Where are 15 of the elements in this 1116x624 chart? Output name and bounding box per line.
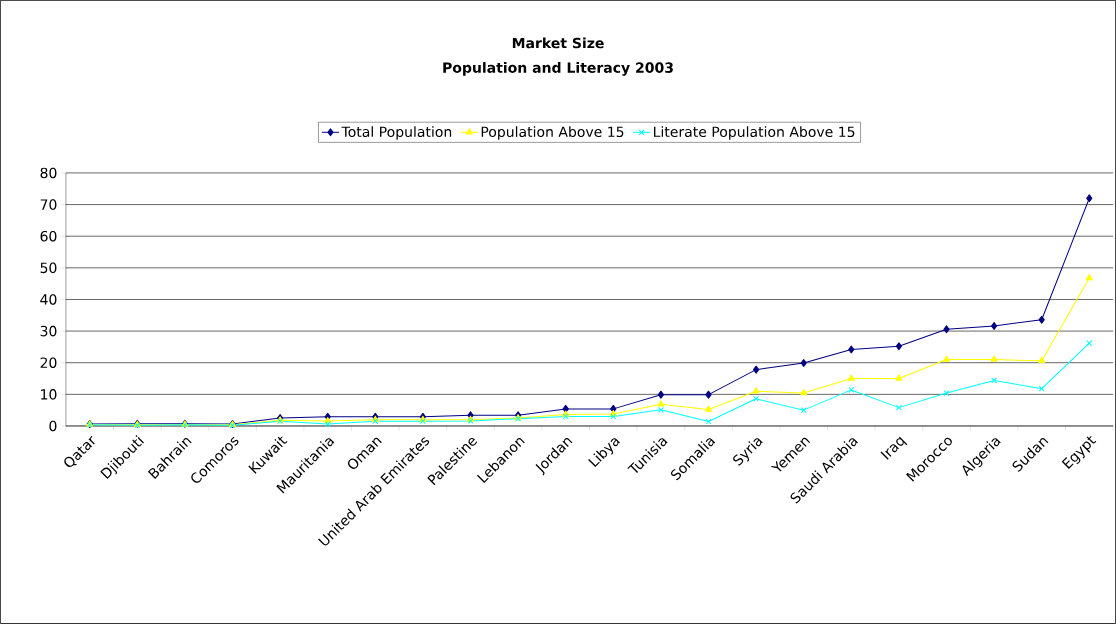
y-tick-label: 70 xyxy=(40,199,57,210)
legend-label: Population Above 15 xyxy=(481,126,624,140)
y-tick-label: 60 xyxy=(40,230,57,242)
legend-label: Literate Population Above 15 xyxy=(654,126,855,140)
y-tick-label: 20 xyxy=(40,357,57,369)
y-tick-label: 50 xyxy=(40,262,57,274)
y-tick-label: 80 xyxy=(40,167,57,179)
y-tick-label: 10 xyxy=(41,389,57,400)
chart-title: Market Size xyxy=(512,37,604,49)
chart-subtitle: Population and Literacy 2003 xyxy=(443,62,673,76)
y-tick-label: 30 xyxy=(40,325,57,337)
y-tick-label: 40 xyxy=(40,294,57,305)
y-tick-label: 0 xyxy=(49,420,57,432)
x-tick-label: Iraq xyxy=(880,436,908,460)
legend-label: Total Population xyxy=(341,126,452,140)
